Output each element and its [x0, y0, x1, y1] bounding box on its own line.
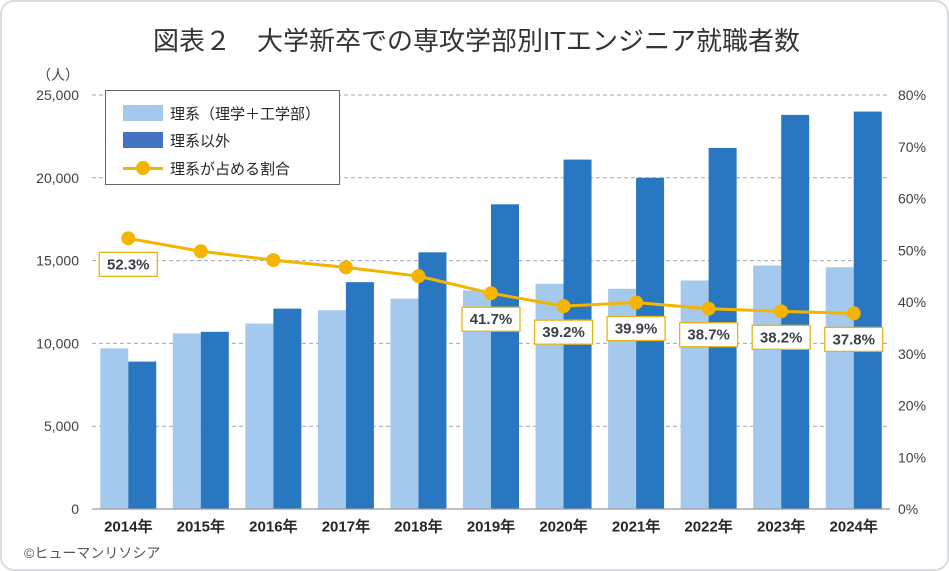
x-tick-label: 2017年	[322, 518, 370, 536]
y-left-unit-label: （人）	[37, 67, 79, 83]
ratio-point	[121, 231, 136, 246]
legend-swatch-science-ratio	[123, 160, 163, 176]
y-left-tick-label: 0	[71, 501, 79, 517]
bar-series-1	[128, 111, 882, 510]
data-label-box	[606, 315, 666, 342]
data-label: 37.8%	[832, 331, 875, 348]
legend-item-science-ratio: 理系が占める割合	[123, 158, 290, 178]
ratio-point	[629, 295, 644, 310]
y-right-tick-label: 50%	[898, 242, 926, 258]
x-tick-label: 2024年	[830, 518, 878, 536]
bar	[753, 265, 782, 509]
y-left-tick-label: 25,000	[36, 87, 79, 103]
bar	[273, 308, 302, 509]
x-tick-label: 2015年	[177, 518, 225, 536]
bar	[200, 331, 229, 509]
legend-label-non-science: 理系以外	[170, 132, 231, 150]
copyright-credit: ©ヒューマンリソシア	[24, 545, 161, 561]
y-left-tick-label: 10,000	[36, 335, 79, 351]
bar	[100, 348, 129, 509]
bar	[128, 361, 157, 509]
y-right-tick-label: 60%	[898, 191, 926, 207]
axis-tick-labels: 0 5,000 10,000 15,000 20,000 25,000 0% 10% 20% 30…	[36, 87, 926, 517]
ratio-point-labels: 52.3% 41.7% 39.2% 39.9% 38.7% 38.2% 37.8%	[98, 251, 884, 353]
bar	[680, 280, 709, 509]
legend-item-science: 理系（理学＋工学部）	[123, 103, 320, 123]
y-right-tick-label: 80%	[898, 87, 926, 103]
data-label-box	[751, 324, 811, 350]
bar	[317, 310, 346, 509]
data-label: 52.3%	[107, 256, 150, 273]
y-right-tick-label: 10%	[898, 449, 926, 465]
chart-legend: 理系（理学＋工学部） 理系以外 理系が占める割合	[105, 90, 340, 185]
x-tick-label: 2023年	[757, 518, 805, 536]
x-tick-label: 2021年	[612, 518, 660, 536]
ratio-point	[701, 301, 716, 316]
data-label-box	[824, 326, 884, 353]
x-tick-label: 2019年	[467, 518, 515, 536]
legend-swatch-science	[123, 105, 163, 121]
x-tick-label: 2014年	[104, 518, 152, 536]
bar	[491, 204, 519, 509]
x-tick-label: 2022年	[684, 518, 732, 536]
chart-title: 図表２ 大学新卒での専攻学部別ITエンジニア就職者数	[152, 26, 801, 56]
bar	[418, 252, 447, 509]
legend-dot-icon	[136, 161, 150, 175]
legend-label-science: 理系（理学＋工学部）	[170, 105, 321, 123]
data-label: 38.7%	[687, 327, 730, 344]
data-label: 41.7%	[470, 311, 513, 328]
y-left-tick-label: 20,000	[36, 170, 79, 186]
bar	[636, 177, 665, 510]
data-label: 39.2%	[542, 324, 585, 341]
bar	[390, 298, 419, 509]
y-right-tick-label: 70%	[898, 139, 926, 155]
y-right-tick-label: 0%	[898, 501, 918, 517]
bar	[345, 282, 374, 509]
legend-label-science-ratio: 理系が占める割合	[170, 160, 291, 178]
ratio-point	[338, 260, 353, 275]
ratio-point	[193, 244, 208, 259]
bar	[535, 283, 564, 509]
bar	[245, 323, 274, 509]
y-right-tick-label: 20%	[898, 398, 926, 414]
line-series-0: 52.3% 41.7% 39.2% 39.9% 38.7% 38.2% 37.8%	[98, 231, 884, 353]
y-left-tick-label: 15,000	[36, 253, 79, 269]
legend-swatch-non-science	[123, 132, 163, 148]
legend-item-non-science: 理系以外	[123, 130, 230, 150]
data-label-box	[533, 319, 594, 345]
data-label: 38.2%	[760, 329, 803, 346]
data-label: 39.9%	[615, 321, 658, 338]
data-label-box	[98, 251, 158, 277]
x-tick-label: 2016年	[249, 518, 297, 536]
x-tick-label: 2020年	[539, 518, 587, 536]
ratio-point	[266, 253, 281, 268]
ratio-point	[484, 286, 498, 301]
y-left-tick-label: 5,000	[44, 418, 79, 434]
x-tick-label: 2018年	[394, 518, 442, 536]
ratio-point	[411, 269, 426, 284]
y-right-tick-label: 40%	[898, 294, 926, 310]
data-label-box	[678, 322, 739, 348]
x-tick-labels: 2014年 2015年 2016年 2017年 2018年 2019年 2020年 2021年…	[104, 518, 878, 536]
ratio-point	[774, 304, 789, 319]
data-label-box	[461, 306, 521, 332]
bar	[172, 333, 201, 509]
bar	[825, 267, 854, 509]
ratio-point	[846, 306, 861, 321]
ratio-point	[556, 299, 571, 314]
y-right-tick-label: 30%	[898, 346, 926, 362]
